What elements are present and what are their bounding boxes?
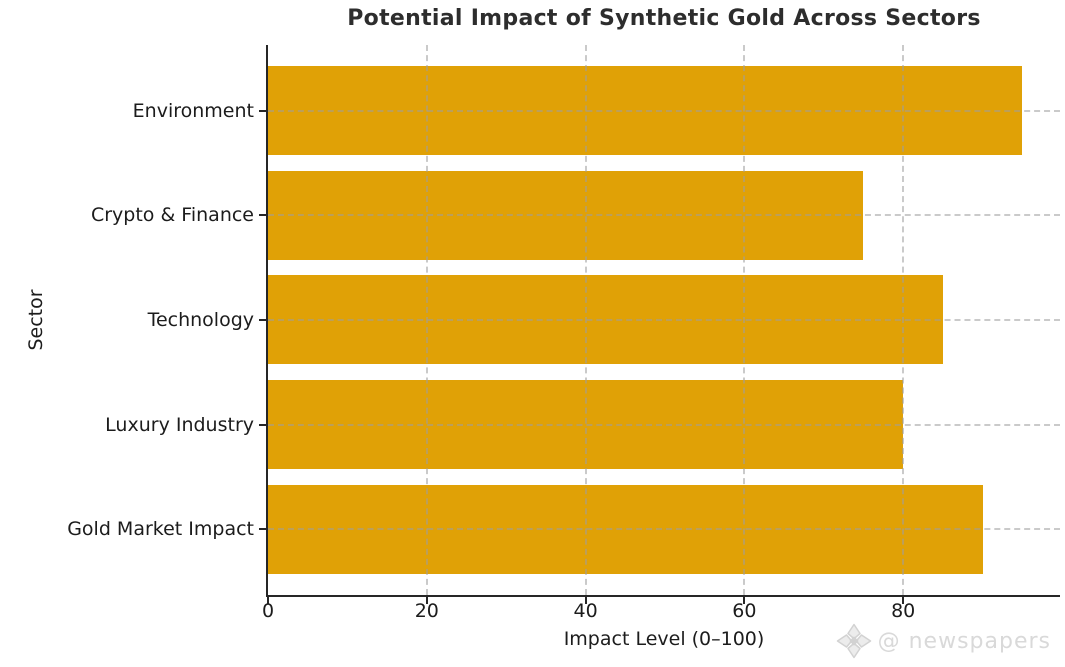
category-label-crypto-finance: Crypto & Finance	[90, 204, 254, 227]
x-tick-label-0: 0	[261, 600, 275, 622]
y-gridline-crypto-finance	[268, 214, 1060, 217]
x-tick-mark-20	[425, 597, 428, 604]
y-gridline-environment	[268, 109, 1060, 112]
y-gridline-technology	[268, 318, 1060, 321]
x-tick-label-80: 80	[891, 600, 916, 622]
watermark-handle: @ newspapers	[877, 628, 1051, 654]
category-label-technology: Technology	[147, 308, 254, 331]
y-gridline-gold-market-impact	[268, 528, 1060, 531]
compass-diamond-icon	[836, 623, 872, 659]
y-tick-mark-gold-market-impact	[259, 528, 266, 531]
y-tick-mark-crypto-finance	[259, 214, 266, 217]
y-tick-mark-environment	[259, 109, 266, 112]
chart-title: Potential Impact of Synthetic Gold Acros…	[347, 6, 981, 31]
x-tick-label-40: 40	[573, 600, 598, 622]
x-tick-label-60: 60	[732, 600, 757, 622]
x-tick-label-20: 20	[414, 600, 439, 622]
x-tick-mark-40	[584, 597, 587, 604]
watermark: @ newspapers	[836, 623, 1051, 659]
y-tick-mark-luxury-industry	[259, 423, 266, 426]
y-gridline-luxury-industry	[268, 423, 1060, 426]
x-tick-mark-80	[902, 597, 905, 604]
x-tick-mark-60	[743, 597, 746, 604]
y-tick-mark-technology	[259, 318, 266, 321]
plot-area	[266, 45, 1060, 597]
x-axis-label: Impact Level (0–100)	[563, 628, 765, 650]
x-tick-mark-0	[267, 597, 269, 604]
category-label-luxury-industry: Luxury Industry	[105, 413, 254, 436]
category-label-environment: Environment	[132, 99, 254, 122]
category-label-gold-market-impact: Gold Market Impact	[67, 518, 254, 541]
